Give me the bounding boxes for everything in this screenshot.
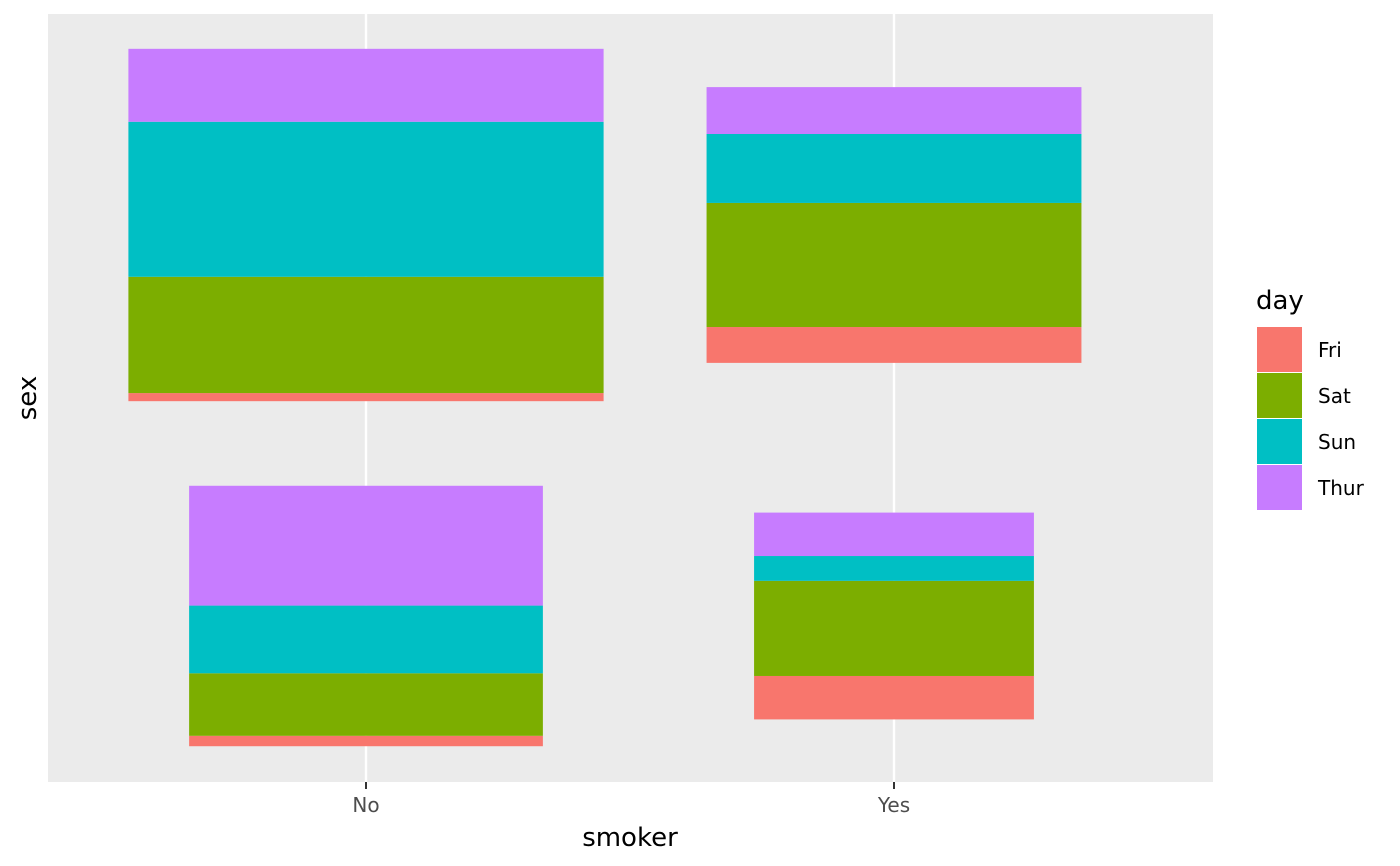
- cell-no-top: [128, 48, 604, 402]
- legend-swatch-sat: [1257, 373, 1302, 418]
- x-tick-label: Yes: [877, 793, 910, 817]
- legend-label-thur: Thur: [1317, 476, 1365, 500]
- segment-yes-top-sat: [706, 202, 1082, 328]
- segment-yes-bottom-sun: [754, 556, 1034, 581]
- segment-no-top-thur: [128, 48, 604, 122]
- x-axis-ticks: No Yes: [352, 782, 910, 817]
- legend-title: day: [1256, 286, 1304, 316]
- segment-yes-bottom-thur: [754, 512, 1034, 557]
- segment-yes-bottom-sat: [754, 580, 1034, 676]
- segment-no-bottom-sat: [189, 673, 543, 736]
- segment-no-bottom-thur: [189, 485, 543, 606]
- legend-swatch-fri: [1257, 327, 1302, 372]
- legend-item-sun: Sun: [1257, 419, 1356, 464]
- mosaic-cells: [128, 48, 1082, 747]
- legend-label-fri: Fri: [1318, 338, 1342, 362]
- segment-no-bottom-sun: [189, 605, 543, 674]
- y-axis-title: sex: [13, 376, 43, 420]
- x-axis-title: smoker: [582, 823, 678, 853]
- legend-label-sat: Sat: [1318, 384, 1351, 408]
- legend: day Fri Sat Sun Thur: [1256, 286, 1365, 510]
- segment-no-top-sun: [128, 121, 604, 277]
- segment-yes-top-fri: [706, 327, 1082, 363]
- legend-items: Fri Sat Sun Thur: [1257, 327, 1365, 510]
- segment-yes-top-sun: [706, 133, 1082, 203]
- segment-no-top-fri: [128, 393, 604, 402]
- legend-swatch-thur: [1257, 465, 1302, 510]
- segment-yes-top-thur: [706, 87, 1082, 134]
- x-tick-label: No: [352, 793, 379, 817]
- segment-yes-bottom-fri: [754, 675, 1034, 720]
- cell-yes-bottom: [754, 512, 1034, 720]
- cell-yes-top: [706, 87, 1082, 363]
- segment-no-bottom-fri: [189, 735, 543, 747]
- legend-item-sat: Sat: [1257, 373, 1351, 418]
- cell-no-bottom: [189, 485, 543, 747]
- legend-swatch-sun: [1257, 419, 1302, 464]
- legend-item-thur: Thur: [1257, 465, 1365, 510]
- legend-item-fri: Fri: [1257, 327, 1342, 372]
- legend-label-sun: Sun: [1318, 430, 1356, 454]
- segment-no-top-sat: [128, 276, 604, 394]
